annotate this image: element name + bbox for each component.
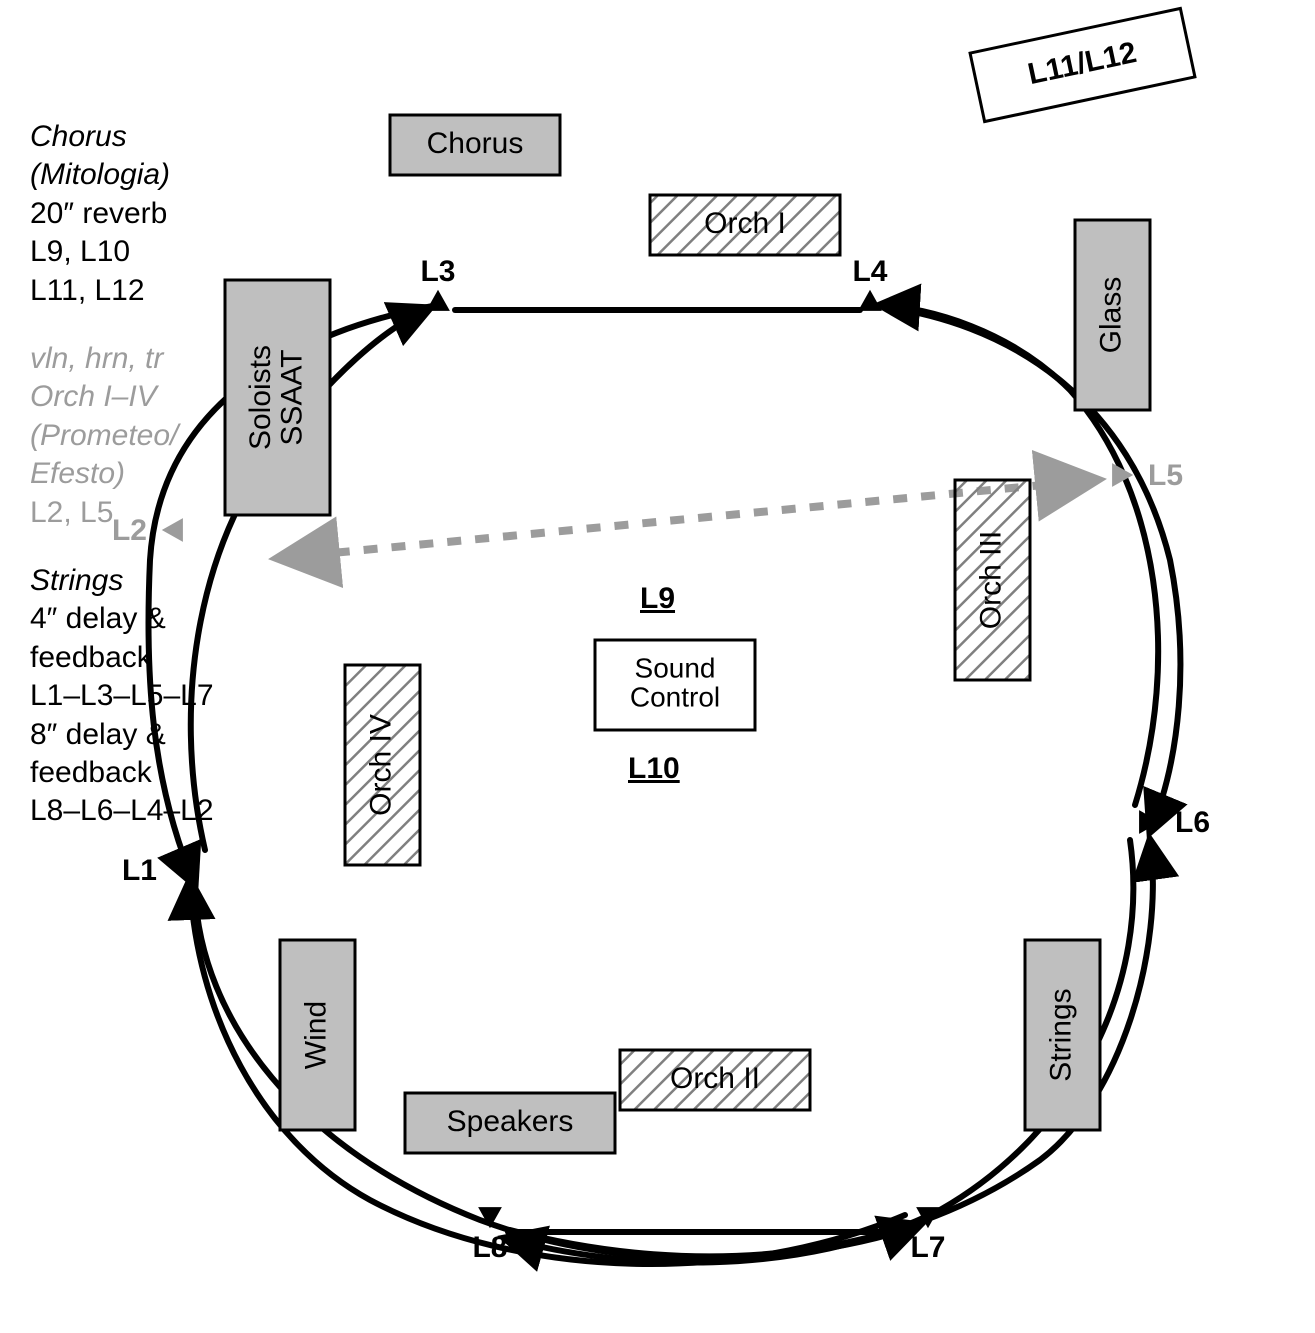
speaker-label-L7: L7 — [910, 1231, 945, 1264]
legend-line: Efesto) — [30, 457, 125, 492]
speaker-label-L4: L4 — [852, 255, 887, 288]
legend-line: Strings — [30, 564, 123, 599]
box-label-wind: Wind — [299, 1001, 332, 1069]
legend-line: (Mitologia) — [30, 158, 170, 193]
box-wind: Wind — [280, 940, 355, 1130]
legend-line: 4″ delay & — [30, 602, 166, 637]
box-label-glass: Glass — [1094, 277, 1127, 354]
box-glass: Glass — [1075, 220, 1150, 410]
speaker-label-L5: L5 — [1148, 459, 1183, 492]
speaker-label-L6: L6 — [1175, 806, 1210, 839]
box-label-chorus: Chorus — [427, 127, 524, 160]
box-label-orch4: Orch IV — [364, 714, 397, 816]
legend-line: 8″ delay & — [30, 718, 166, 753]
diagram-stage: Chorus Orch I Glass SoloistsSSAAT Orch III Or… — [0, 0, 1315, 1333]
legend-line: feedback — [30, 641, 152, 676]
legend-line: Chorus — [30, 120, 127, 155]
legend-line: L1–L3–L5–L7 — [30, 679, 214, 714]
legend-line: feedback — [30, 756, 152, 791]
box-label-orch1: Orch I — [704, 207, 786, 240]
box-label-sound: SoundControl — [630, 653, 720, 713]
box-l1112: L11/L12 — [970, 8, 1195, 121]
legend-line: L11, L12 — [30, 274, 145, 309]
legend-line: L9, L10 — [30, 235, 130, 270]
box-label-strings: Strings — [1044, 988, 1077, 1081]
legend-line: Orch I–IV — [30, 380, 157, 415]
box-strings: Strings — [1025, 940, 1100, 1130]
speaker-label-L3: L3 — [420, 255, 455, 288]
box-orch3: Orch III — [955, 480, 1030, 680]
box-soloists: SoloistsSSAAT — [225, 280, 330, 515]
speaker-label-L1: L1 — [122, 854, 157, 887]
box-speakers: Speakers — [405, 1093, 615, 1153]
legend-line: L8–L6–L4–L2 — [30, 794, 214, 829]
legend-line: (Prometeo/ — [30, 419, 178, 454]
legend-line: 20″ reverb — [30, 197, 167, 232]
box-label-soloists: SoloistsSSAAT — [244, 345, 309, 450]
box-orch4: Orch IV — [345, 665, 420, 865]
box-orch1: Orch I — [650, 195, 840, 255]
center-label-L10: L10 — [628, 752, 680, 785]
box-orch2: Orch II — [620, 1050, 810, 1110]
speaker-label-L8: L8 — [472, 1231, 507, 1264]
box-chorus: Chorus — [390, 115, 560, 175]
box-label-orch3: Orch III — [974, 531, 1007, 629]
box-label-speakers: Speakers — [447, 1105, 574, 1138]
legend-line: vln, hrn, tr — [30, 342, 163, 377]
diagram-svg: Chorus Orch I Glass SoloistsSSAAT Orch III Or… — [0, 0, 1315, 1333]
box-label-orch2: Orch II — [670, 1062, 760, 1095]
box-sound: SoundControl — [595, 640, 755, 730]
speaker-label-L2: L2 — [112, 514, 147, 547]
center-label-L9: L9 — [640, 582, 675, 615]
legend-line: L2, L5 — [30, 496, 113, 531]
